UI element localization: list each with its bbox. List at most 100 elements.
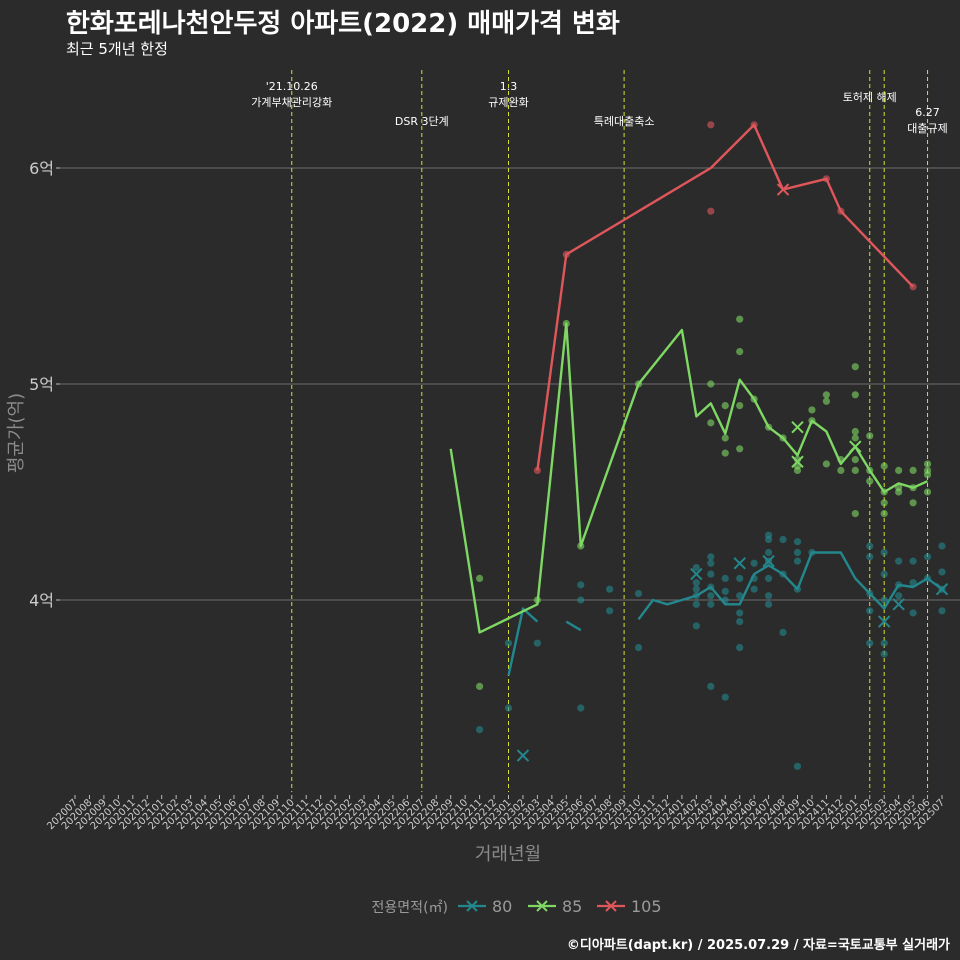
data-point <box>707 570 715 578</box>
grid-lines <box>60 167 960 601</box>
data-point <box>938 568 946 576</box>
event-label: DSR 3단계 <box>395 115 449 128</box>
x-axis-label: 거래년월 <box>475 844 541 865</box>
data-point <box>707 682 715 691</box>
data-point <box>750 585 758 593</box>
cross-marker <box>935 582 949 596</box>
data-point <box>721 449 729 457</box>
data-point <box>851 427 859 436</box>
legend-label: 80 <box>492 897 512 916</box>
legend-label: 85 <box>562 897 582 916</box>
data-point <box>866 553 874 561</box>
data-point <box>736 643 744 652</box>
data-point <box>880 462 888 470</box>
legend-entry-85: 85 <box>528 897 582 916</box>
data-point <box>880 509 888 518</box>
data-point <box>736 618 744 626</box>
series-105 <box>533 121 917 474</box>
legend-title: 전용면적(㎡) <box>372 900 448 916</box>
data-point <box>765 600 773 608</box>
data-point <box>736 348 744 356</box>
data-point <box>707 592 715 600</box>
event-label: 1.3 <box>500 80 518 93</box>
legend-entry-80: 80 <box>458 897 512 916</box>
event-label: 가계부채관리강화 <box>251 96 332 109</box>
chart-title: 한화포레나천안두정 아파트(2022) 매매가격 변화 <box>66 9 620 39</box>
data-point <box>851 466 859 474</box>
data-point <box>721 402 729 410</box>
event-label: '21.10.26 <box>266 80 318 93</box>
data-point <box>692 564 700 572</box>
cross-marker <box>849 440 862 453</box>
series-group <box>449 121 949 770</box>
data-point <box>736 445 744 453</box>
series-line <box>507 607 539 676</box>
legend: 전용면적(㎡) 80 85 105 <box>372 897 662 916</box>
data-point <box>822 391 831 399</box>
data-point <box>866 477 874 485</box>
event-label: 토허제 해제 <box>843 90 897 104</box>
data-point <box>923 466 932 474</box>
series-line <box>449 322 928 634</box>
data-point <box>808 406 816 414</box>
cross-marker <box>516 749 530 762</box>
data-point <box>938 542 946 550</box>
data-point <box>793 762 802 770</box>
event-label: 대출규제 <box>907 122 947 135</box>
cross-marker <box>690 567 703 581</box>
data-point <box>707 600 715 608</box>
data-point <box>721 434 729 442</box>
data-point <box>606 607 614 615</box>
data-point <box>577 596 585 604</box>
data-point <box>750 559 758 567</box>
data-point <box>880 548 888 557</box>
data-point <box>707 207 715 215</box>
data-point <box>504 639 513 647</box>
data-point <box>909 466 917 474</box>
data-point <box>866 542 874 550</box>
cross-marker <box>877 615 891 628</box>
data-point <box>476 726 484 734</box>
data-point <box>923 460 932 468</box>
data-point <box>707 559 715 567</box>
data-point <box>721 574 729 583</box>
data-point <box>880 639 888 647</box>
data-point <box>736 402 744 410</box>
y-axis-ticks: 4억 5억 6억 <box>29 159 60 610</box>
series-80 <box>476 531 949 770</box>
data-point <box>909 609 917 617</box>
data-point <box>909 499 917 507</box>
data-point <box>923 553 932 561</box>
data-point <box>851 456 859 464</box>
data-point <box>793 466 802 474</box>
data-point <box>866 432 874 440</box>
cross-marker <box>791 455 804 468</box>
cross-marker <box>733 557 746 570</box>
cross-marker <box>892 598 905 611</box>
y-axis-label: 평균가(억) <box>6 393 27 473</box>
data-point <box>707 553 715 561</box>
data-point <box>938 607 946 615</box>
data-point <box>793 557 802 565</box>
data-point <box>923 488 932 496</box>
data-point <box>765 592 773 600</box>
data-point <box>707 380 715 388</box>
data-point <box>851 391 859 399</box>
data-point <box>765 531 773 539</box>
data-point <box>577 704 585 712</box>
event-label: 규제완화 <box>488 96 528 109</box>
data-point <box>692 622 700 630</box>
cross-marker <box>776 183 790 196</box>
data-point <box>851 509 859 518</box>
data-point <box>880 570 888 578</box>
data-point <box>895 557 903 565</box>
series-line <box>536 123 914 471</box>
data-point <box>736 315 744 323</box>
data-point <box>765 548 773 557</box>
legend-entry-105: 105 <box>597 897 662 916</box>
source-caption: ©디아파트(dapt.kr) / 2025.07.29 / 자료=국토교통부 실… <box>566 938 950 953</box>
data-point <box>880 499 888 507</box>
event-label: 6.27 <box>915 106 940 119</box>
data-point <box>736 592 744 600</box>
